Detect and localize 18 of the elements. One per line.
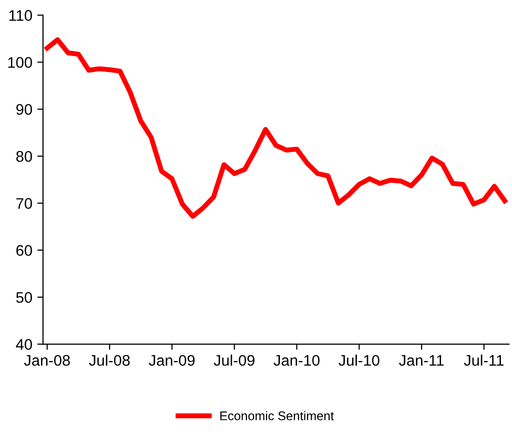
x-tick-label: Jul-09 — [214, 354, 254, 366]
y-tick-label: 90 — [16, 104, 32, 115]
x-tick-label: Jan-08 — [24, 354, 70, 366]
y-tick-label: 70 — [16, 198, 32, 209]
x-tick-label: Jul-10 — [338, 354, 380, 366]
x-tick-label: Jul-08 — [89, 354, 130, 366]
x-tick-label: Jan-11 — [399, 355, 444, 366]
x-tick-label: Jan-09 — [148, 354, 195, 366]
legend-label: Economic Sentiment — [220, 411, 334, 420]
y-tick-label: 60 — [16, 245, 32, 256]
y-tick-label: 100 — [8, 57, 32, 68]
y-tick-label: 110 — [9, 10, 32, 21]
line-series — [44, 37, 508, 219]
y-tick-label: 50 — [16, 292, 32, 303]
x-tick-label: Jan-10 — [274, 354, 320, 366]
y-tick-label: 40 — [16, 339, 32, 350]
x-tick-label: Jul-11 — [464, 354, 504, 366]
y-tick-label: 80 — [16, 151, 32, 162]
